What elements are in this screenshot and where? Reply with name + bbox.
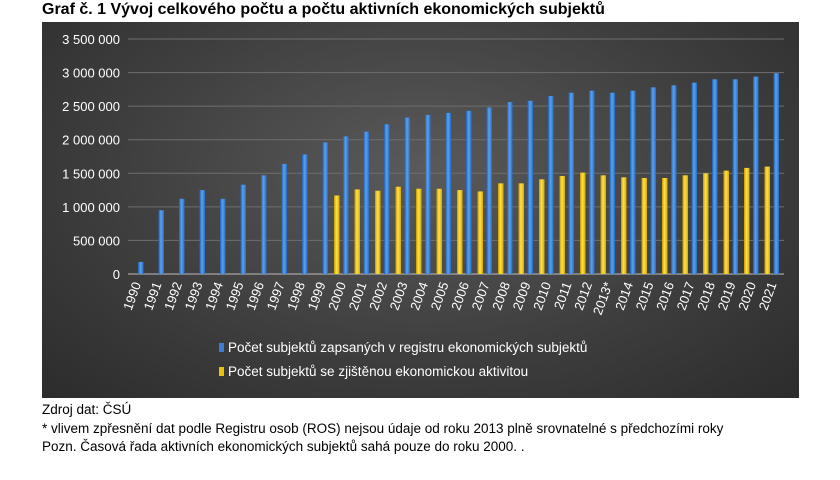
bar-registered xyxy=(445,112,451,274)
bars xyxy=(138,73,779,275)
bar-registered xyxy=(609,92,615,274)
bar-registered xyxy=(158,210,164,274)
bar-registered xyxy=(220,198,226,274)
footnotes: Zdroj dat: ČSÚ * vlivem zpřesnění dat po… xyxy=(42,401,802,457)
bar-active xyxy=(580,172,586,274)
y-tick-label: 3 500 000 xyxy=(62,32,120,47)
bar-active xyxy=(621,177,627,274)
bar-chart: 0 500 000 1 000 000 1 500 000 2 000 000 2 500… xyxy=(62,32,784,379)
source-note: Zdroj dat: ČSÚ xyxy=(42,402,132,417)
series-range-note: Pozn. Časová řada aktivních ekonomických… xyxy=(42,439,525,454)
bar-registered xyxy=(671,85,677,274)
y-tick-label: 2 500 000 xyxy=(62,99,120,114)
y-axis: 0 500 000 1 000 000 1 500 000 2 000 000 2 500… xyxy=(62,32,120,282)
bar-active xyxy=(559,175,565,274)
bar-registered xyxy=(691,82,697,274)
bar-registered xyxy=(773,73,779,274)
bar-active xyxy=(641,177,647,274)
bar-active xyxy=(600,175,606,274)
bar-registered xyxy=(527,100,533,275)
bar-registered xyxy=(199,190,205,274)
bar-registered xyxy=(507,102,513,274)
bar-registered xyxy=(240,184,246,274)
bar-active xyxy=(539,179,545,274)
bar-active xyxy=(477,191,483,274)
y-tick-label: 3 000 000 xyxy=(62,66,120,81)
bar-registered xyxy=(466,110,472,274)
bar-active xyxy=(498,183,504,274)
x-axis: 1990199119921993199419951996199719981999… xyxy=(120,280,779,317)
bar-active xyxy=(703,173,709,274)
bar-active xyxy=(764,166,770,274)
bar-active xyxy=(457,190,463,274)
x-tick-label: 2021 xyxy=(756,280,780,312)
y-tick-label: 1 500 000 xyxy=(62,166,120,181)
legend-label: Počet subjektů se zjištěnou ekonomickou … xyxy=(228,364,528,379)
bar-active xyxy=(334,195,340,274)
bar-registered xyxy=(322,142,328,274)
bar-registered xyxy=(384,124,390,275)
chart-panel: 0 500 000 1 000 000 1 500 000 2 000 000 2 500… xyxy=(42,22,799,398)
bar-registered xyxy=(732,79,738,275)
bar-registered xyxy=(302,154,308,274)
bar-registered xyxy=(425,114,431,274)
bar-active xyxy=(744,167,750,274)
chart-title: Graf č. 1 Vývoj celkového počtu a počtu … xyxy=(42,1,605,18)
bar-active xyxy=(723,170,729,274)
x-tick-label: 2010 xyxy=(530,280,554,312)
y-tick-label: 2 000 000 xyxy=(62,133,120,148)
bar-active xyxy=(354,189,360,274)
bar-registered xyxy=(630,90,636,274)
legend-swatch xyxy=(219,343,224,352)
bar-registered xyxy=(363,131,369,274)
bar-registered xyxy=(548,96,554,274)
bar-registered xyxy=(486,107,492,274)
bar-registered xyxy=(712,79,718,275)
bar-registered xyxy=(404,117,410,274)
bar-registered xyxy=(261,175,267,274)
bar-registered xyxy=(138,261,144,274)
bar-active xyxy=(662,177,668,274)
bar-registered xyxy=(753,76,759,274)
gridlines xyxy=(128,38,784,275)
bar-registered xyxy=(179,198,185,274)
bar-registered xyxy=(589,90,595,274)
y-tick-label: 1 000 000 xyxy=(62,200,120,215)
bar-active xyxy=(682,175,688,274)
bar-active xyxy=(416,188,422,274)
y-tick-label: 500 000 xyxy=(73,233,120,248)
legend-label: Počet subjektů zapsaných v registru ekon… xyxy=(228,340,587,355)
bar-active xyxy=(395,186,401,274)
bar-active xyxy=(375,190,381,274)
bar-active xyxy=(436,188,442,274)
legend-swatch xyxy=(219,367,224,376)
bar-active xyxy=(518,183,524,274)
y-tick-label: 0 xyxy=(113,267,120,282)
bar-registered xyxy=(281,163,287,274)
revision-note: * vlivem zpřesnění dat podle Registru os… xyxy=(42,420,724,436)
legend: Počet subjektů zapsaných v registru ekon… xyxy=(219,340,587,379)
bar-registered xyxy=(650,87,656,274)
bar-registered xyxy=(343,136,349,274)
bar-registered xyxy=(568,92,574,274)
